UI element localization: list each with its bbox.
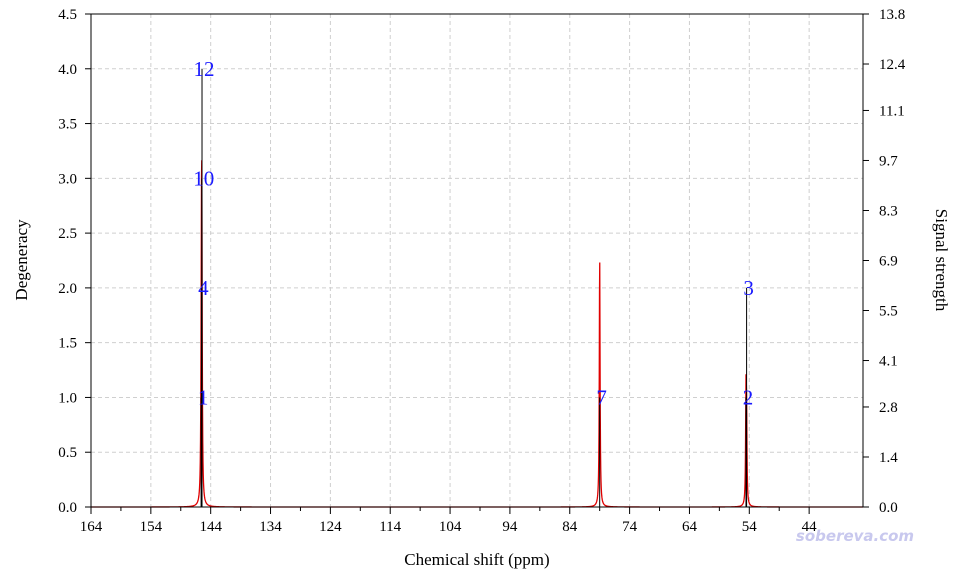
x-tick-label: 154 [140, 519, 163, 535]
y-tick-label: 0.5 [58, 445, 77, 461]
y-tick-label: 4.5 [58, 7, 77, 23]
y2-tick-label: 5.5 [879, 304, 898, 320]
peak-label: 2 [743, 385, 754, 409]
y-tick-label: 4.0 [58, 62, 77, 78]
y2-tick-label: 11.1 [879, 103, 905, 119]
watermark-text: sobereva.com [796, 527, 914, 545]
peak-label: 3 [743, 276, 754, 300]
y2-tick-label: 6.9 [879, 254, 898, 270]
x-tick-label: 54 [742, 519, 758, 535]
peak-label: 10 [193, 166, 214, 190]
x-tick-label: 44 [802, 519, 818, 535]
spectrum-curve [91, 160, 863, 508]
y-tick-label: 1.5 [58, 336, 77, 352]
peak-label: 1 [198, 385, 209, 409]
y2-tick-label: 4.1 [879, 354, 898, 370]
x-tick-label: 64 [682, 519, 698, 535]
y2-tick-label: 0.0 [879, 500, 898, 516]
y2-tick-label: 1.4 [879, 450, 898, 466]
x-tick-label: 84 [562, 519, 578, 535]
stick-layer [200, 68, 748, 507]
y-tick-label: 3.5 [58, 117, 77, 133]
y-tick-label: 2.5 [58, 226, 77, 242]
x-tick-label: 74 [622, 519, 638, 535]
ticks: 164 154 144 134 124 114 104 94 84 74 64 54 440.00.51… [58, 7, 906, 535]
peak-label: 12 [194, 57, 215, 81]
spectrum-curve-layer [91, 160, 863, 508]
x-tick-label: 124 [319, 519, 342, 535]
x-tick-label: 114 [379, 519, 401, 535]
x-tick-label: 134 [259, 519, 282, 535]
y2-tick-label: 2.8 [879, 400, 898, 416]
y-tick-label: 3.0 [58, 171, 77, 187]
peak-label: 7 [596, 385, 607, 409]
y2-tick-label: 9.7 [879, 153, 898, 169]
x-tick-label: 94 [502, 519, 518, 535]
y-axis-title: Degeneracy [12, 219, 31, 301]
y-tick-label: 1.0 [58, 390, 77, 406]
y2-tick-label: 13.8 [879, 7, 905, 23]
x-tick-label: 104 [439, 519, 462, 535]
y2-axis-title: Signal strength [932, 209, 951, 312]
y-tick-label: 2.0 [58, 281, 77, 297]
y2-tick-label: 12.4 [879, 57, 906, 73]
y-tick-label: 0.0 [58, 500, 77, 516]
x-tick-label: 144 [199, 519, 222, 535]
y2-tick-label: 8.3 [879, 203, 898, 219]
peak-label: 4 [198, 276, 209, 300]
x-axis-title: Chemical shift (ppm) [404, 550, 549, 569]
x-tick-label: 164 [80, 519, 103, 535]
peak-labels: 1 4 10 12 7 2 3 [193, 57, 754, 410]
